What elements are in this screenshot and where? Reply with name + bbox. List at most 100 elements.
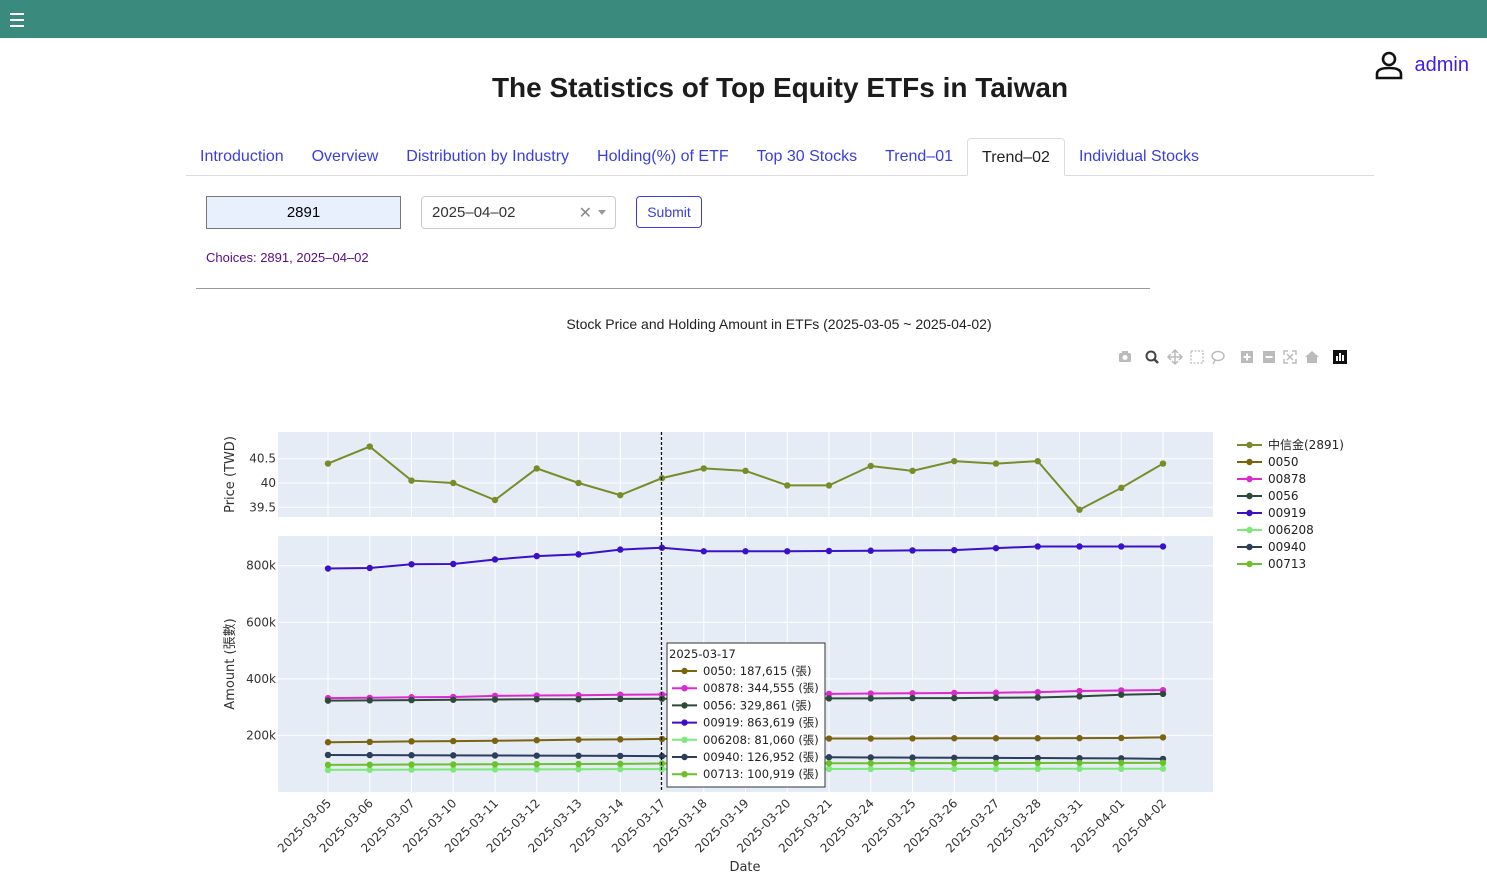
hover-tooltip: 2025-03-17 0050: 187,615 (張) 00878: 344,55… [666,642,826,788]
legend-item[interactable]: 00878 [1237,472,1306,486]
tab-holding-of-etf[interactable]: Holding(%) of ETF [597,148,729,165]
data-point-中信金(2891) [784,482,791,489]
data-point-0056 [324,697,332,704]
chevron-down-icon[interactable] [598,210,606,215]
data-point-中信金(2891) [700,465,707,472]
user-name[interactable]: admin [1414,53,1469,76]
data-point-00713 [324,761,332,769]
legend-item[interactable]: 0056 [1237,489,1299,503]
legend-label: 00919 [1268,506,1306,520]
data-point-00878 [867,690,874,697]
legend-item[interactable]: 0050 [1237,455,1299,469]
divider [196,288,1150,289]
zoom-in-icon[interactable] [1241,351,1253,363]
data-point-00940 [533,752,540,759]
data-point-00713 [825,760,833,767]
camera-icon[interactable] [1119,351,1131,362]
data-point-006208 [617,765,624,773]
tab-individual-stocks[interactable]: Individual Stocks [1078,148,1199,165]
tab-top-30-stocks[interactable]: Top 30 Stocks [756,148,858,165]
data-point-00713 [575,760,582,768]
legend-label: 0056 [1268,489,1299,503]
data-point-00713 [867,760,874,767]
legend-item[interactable]: 中信金(2891) [1237,437,1344,452]
data-point-0050 [992,735,1000,742]
data-point-00713 [1159,759,1167,767]
user-menu[interactable]: admin [1375,50,1469,80]
legend-item[interactable]: 00919 [1237,506,1306,520]
pan-icon[interactable] [1166,348,1184,366]
data-point-00919 [408,561,415,568]
data-point-00919 [324,565,332,572]
data-point-中信金(2891) [825,482,833,489]
plotly-logo-icon[interactable] [1333,350,1347,364]
date-select[interactable]: 2025–04–02 ✕ [421,196,616,229]
data-point-00940 [366,751,373,759]
zoom-icon[interactable] [1145,350,1159,364]
legend-item[interactable]: 00713 [1237,557,1306,571]
tab-introduction[interactable]: Introduction [200,148,284,165]
stock-input[interactable] [206,196,401,229]
data-point-0056 [491,696,499,703]
clear-icon[interactable]: ✕ [578,205,592,222]
zoom-out-icon[interactable] [1263,351,1275,363]
x-axis-label: Date [729,860,760,875]
data-point-0050 [1034,735,1041,742]
data-point-00919 [491,556,499,563]
data-point-0050 [324,739,332,746]
reset-axes-icon[interactable] [1305,351,1319,363]
data-point-0056 [1034,694,1041,701]
autoscale-icon[interactable] [1283,350,1297,364]
data-point-中信金(2891) [575,479,582,487]
box-select-icon[interactable] [1190,350,1204,364]
data-point-006208 [951,765,958,773]
legend-label: 00878 [1268,472,1306,486]
tab-trend-02[interactable]: Trend–02 [967,138,1065,176]
data-point-00713 [909,759,916,767]
data-point-00713 [533,760,540,768]
legend-label: 00940 [1268,540,1306,554]
data-point-00940 [408,752,415,759]
data-point-00878 [992,689,1000,696]
tab-distribution-by-industry[interactable]: Distribution by Industry [406,148,570,165]
data-point-00713 [366,761,373,768]
data-point-00940 [867,754,874,761]
data-point-0050 [825,735,833,742]
menu-icon[interactable] [10,9,24,29]
legend-label: 00713 [1268,557,1306,571]
data-point-006208 [491,766,499,773]
data-point-00919 [1118,543,1125,550]
data-point-0056 [951,694,958,702]
data-point-006208 [1034,765,1041,773]
data-point-00713 [992,759,1000,767]
legend-item[interactable]: 006208 [1237,523,1314,537]
top-bar [0,0,1487,38]
data-point-中信金(2891) [742,467,749,475]
tooltip-row: 006208: 81,060 (張) [703,733,819,747]
data-point-00940 [617,752,624,760]
data-point-00919 [825,547,833,555]
data-point-0056 [1118,691,1125,698]
tab-overview[interactable]: Overview [311,148,379,165]
data-point-中信金(2891) [1034,457,1041,465]
data-point-0050 [408,738,415,745]
tab-trend-01[interactable]: Trend–01 [885,148,954,165]
amount-y-tick-label: 400k [246,672,276,686]
data-point-中信金(2891) [992,460,1000,467]
data-point-00713 [1118,759,1125,767]
data-point-00713 [450,761,457,768]
user-icon [1375,51,1402,80]
data-point-中信金(2891) [1118,484,1125,492]
legend-item[interactable]: 00940 [1237,540,1306,554]
data-point-0056 [366,697,373,704]
data-point-中信金(2891) [324,460,332,467]
data-point-00878 [909,690,916,697]
amount-y-tick-label: 200k [246,728,276,742]
lasso-icon[interactable] [1211,350,1225,365]
tooltip-row: 00919: 863,619 (張) [703,716,819,730]
price-y-tick-label: 40.5 [249,452,276,466]
price-y-axis-label: Price (TWD) [223,436,238,513]
submit-button[interactable]: Submit [636,196,702,228]
data-point-0050 [366,738,373,746]
